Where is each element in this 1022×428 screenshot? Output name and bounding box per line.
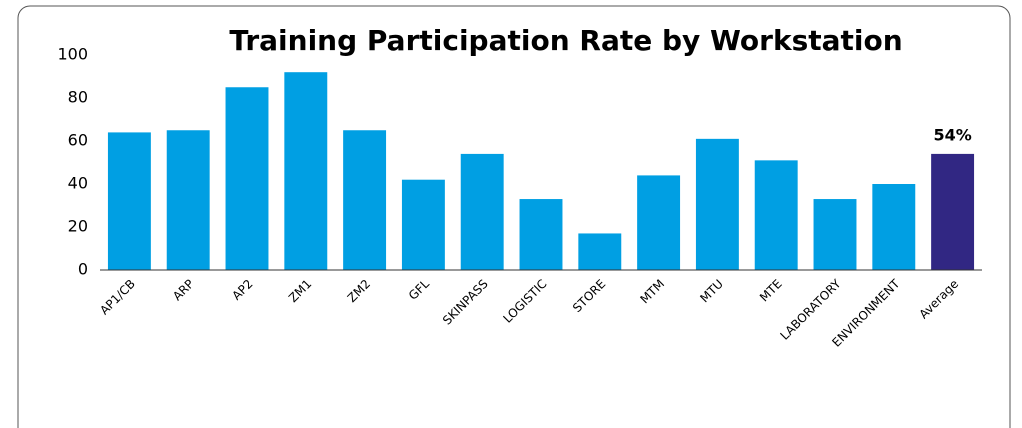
bar <box>813 199 857 270</box>
bar <box>225 87 269 270</box>
y-tick-label: 100 <box>57 45 88 64</box>
bar <box>578 233 622 270</box>
y-tick-label: 0 <box>78 260 88 279</box>
bar <box>931 153 975 270</box>
y-tick-label: 80 <box>68 88 88 107</box>
bar <box>107 132 151 270</box>
bar <box>695 138 739 270</box>
bar <box>754 160 798 270</box>
y-tick-label: 40 <box>68 174 88 193</box>
bar <box>637 175 681 270</box>
y-tick-label: 20 <box>68 217 88 236</box>
bar <box>284 72 328 270</box>
bar <box>166 130 210 270</box>
bar <box>872 184 916 270</box>
bar <box>519 199 563 270</box>
bar <box>401 179 445 270</box>
bar <box>460 153 504 270</box>
y-tick-label: 60 <box>68 131 88 150</box>
data-label: 54% <box>933 125 971 144</box>
chart-title: Training Participation Rate by Workstati… <box>229 24 902 57</box>
bar <box>343 130 387 270</box>
